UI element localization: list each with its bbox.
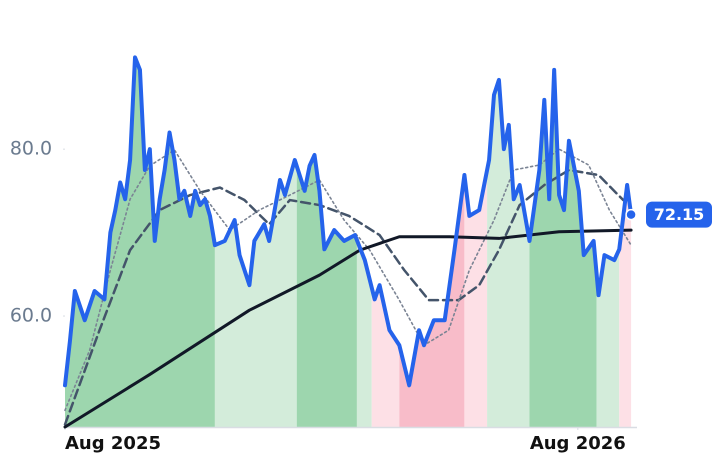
region-fill — [356, 57, 372, 427]
region-fill — [464, 57, 488, 427]
last-value-badge — [646, 201, 712, 228]
y-tick-label: 80.0 — [10, 138, 52, 160]
region-fill — [487, 57, 530, 427]
region-fill — [296, 57, 357, 427]
x-tick-label: Aug 2026 — [530, 433, 626, 454]
x-tick-label: Aug 2025 — [65, 433, 161, 454]
series-line — [63, 168, 625, 426]
region-fill — [529, 57, 597, 427]
y-tick-label: 60.0 — [10, 305, 52, 327]
region-fill — [596, 57, 620, 427]
series-line — [63, 55, 634, 388]
region-fill — [619, 57, 632, 427]
last-value-label: 72.15 — [654, 205, 705, 224]
region-fill — [399, 57, 465, 427]
last-point — [625, 208, 637, 221]
region-fill — [371, 57, 400, 427]
